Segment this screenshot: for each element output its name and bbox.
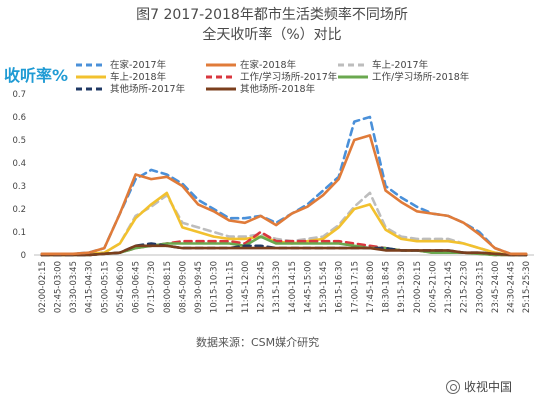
x-tick-label: 25:15-25:30 <box>522 261 532 313</box>
x-tick-label: 18:30-18:45 <box>382 261 392 313</box>
legend-label: 车上-2018年 <box>110 71 167 83</box>
legend-label: 其他场所-2018年 <box>240 83 316 95</box>
x-tick-label: 04:15-04:30 <box>85 261 95 313</box>
y-tick-label: 0.7 <box>12 90 26 100</box>
x-tick-label: 20:00-20:15 <box>413 261 423 313</box>
y-tick-label: 0.1 <box>12 228 26 238</box>
legend-label: 工作/学习场所-2017年 <box>240 71 338 83</box>
legend-label: 工作/学习场所-2018年 <box>372 71 470 83</box>
x-tick-label: 15:30-15:45 <box>319 261 329 313</box>
x-tick-label: 17:00-17:15 <box>350 261 360 313</box>
x-tick-label: 13:15-13:30 <box>272 261 282 313</box>
y-tick-label: 0 <box>21 251 26 261</box>
x-tick-label: 10:15-10:30 <box>210 261 220 313</box>
series-line <box>40 244 528 257</box>
x-tick-label: 09:30-09:45 <box>194 261 204 313</box>
legend-label: 其他场所-2017年 <box>110 83 186 95</box>
x-tick-label: 08:45-09:00 <box>178 261 188 313</box>
x-tick-label: 11:45-12:00 <box>241 261 251 313</box>
x-tick-label: 20:45-21:00 <box>428 261 438 313</box>
x-tick-label: 02:45-03:00 <box>53 261 63 313</box>
x-tick-label: 24:30-24:45 <box>507 261 517 313</box>
wechat-circle-icon <box>446 379 460 394</box>
x-tick-label: 23:00-23:15 <box>475 261 485 313</box>
x-tick-label: 11:00-11:15 <box>225 261 235 313</box>
y-tick-label: 0.2 <box>12 205 26 215</box>
x-tick-label: 08:00-08:15 <box>163 261 173 313</box>
x-tick-label: 05:00-05:15 <box>100 261 110 313</box>
x-tick-label: 21:30-21:45 <box>444 261 454 313</box>
series-line <box>40 115 528 256</box>
y-tick-label: 0.5 <box>12 136 26 146</box>
data-source-note: 数据来源：CSM媒介研究 <box>196 336 320 349</box>
legend-label: 车上-2017年 <box>372 59 429 71</box>
x-tick-label: 07:15-07:30 <box>147 261 157 313</box>
legend-label: 在家-2017年 <box>110 59 167 71</box>
watermark: 收视中国 <box>446 378 512 395</box>
chart-subtitle: 全天收听率（%）对比 <box>202 27 342 43</box>
x-tick-label: 06:30-06:45 <box>132 261 142 313</box>
x-tick-label: 05:45-06:00 <box>116 261 126 313</box>
watermark-text: 收视中国 <box>464 380 513 394</box>
x-tick-label: 14:00-14:15 <box>288 261 298 313</box>
y-tick-label: 0.6 <box>12 113 26 123</box>
x-tick-label: 02:00-02:15 <box>38 261 48 313</box>
x-tick-label: 17:45-18:00 <box>366 261 376 313</box>
x-tick-label: 16:15-16:30 <box>335 261 345 313</box>
y-tick-label: 0.4 <box>12 159 26 169</box>
legend-label: 在家-2018年 <box>240 59 297 71</box>
y-tick-label: 0.3 <box>12 182 26 192</box>
y-axis-label: 收听率% <box>4 66 69 85</box>
x-tick-label: 14:45-15:00 <box>303 261 313 313</box>
x-tick-label: 22:15-22:30 <box>460 261 470 313</box>
x-tick-label: 19:15-19:30 <box>397 261 407 313</box>
chart-title: 图7 2017-2018年都市生活类频率不同场所 <box>136 7 408 23</box>
x-tick-label: 03:30-03:45 <box>69 261 79 313</box>
x-tick-label: 12:30-12:45 <box>257 261 267 313</box>
x-tick-label: 23:45-24:00 <box>491 261 501 313</box>
series-line <box>40 134 528 256</box>
